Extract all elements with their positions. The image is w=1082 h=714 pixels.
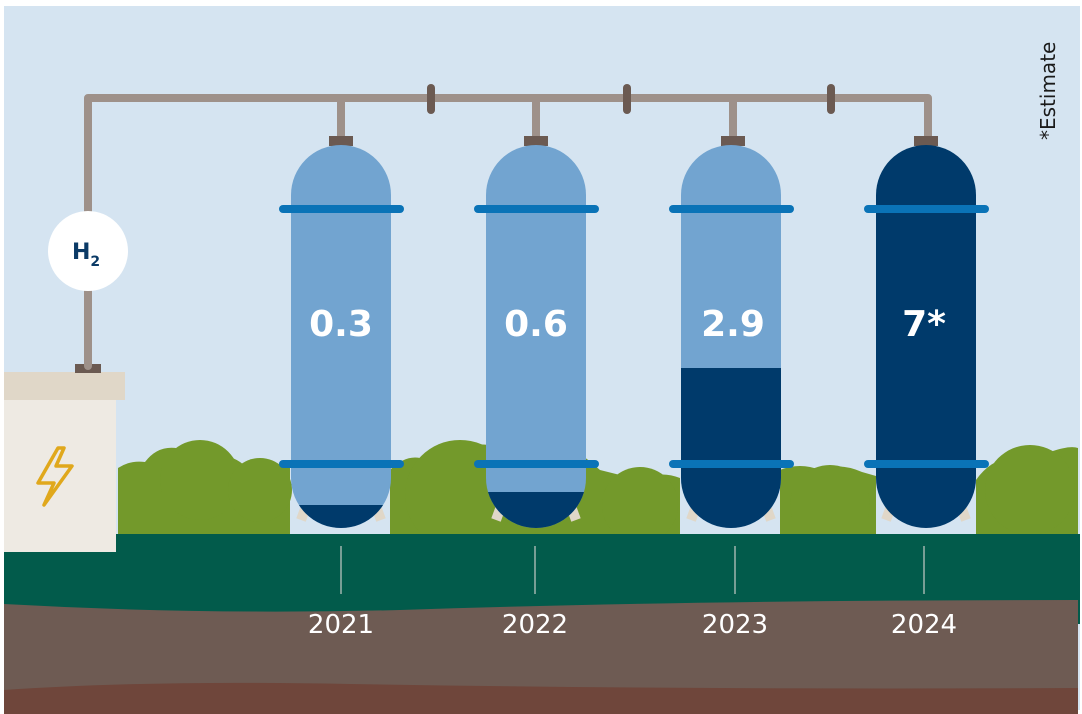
value-label: 7* [902,304,946,345]
tank-2023: 2.9 2023 [669,136,794,640]
tank-2021: 0.3 2021 [279,136,404,640]
tank-2022: 0.6 2022 [474,136,599,640]
tank-2024: 7* 2024 [864,136,989,640]
year-label: 2023 [702,610,768,640]
h2-badge: H2 [48,211,128,291]
power-station [4,364,125,552]
estimate-note: *Estimate [1036,42,1060,140]
h2-label: H2 [72,240,100,270]
value-label: 0.6 [504,304,568,345]
value-label: 0.3 [309,304,373,345]
year-label: 2024 [891,610,957,640]
deep-soil-layer [4,682,1078,714]
fill-level [681,368,781,528]
year-label: 2021 [308,610,374,640]
year-label: 2022 [502,610,568,640]
value-label: 2.9 [701,304,765,345]
lightning-bolt-icon [36,446,74,507]
pipe-joints [427,84,835,114]
